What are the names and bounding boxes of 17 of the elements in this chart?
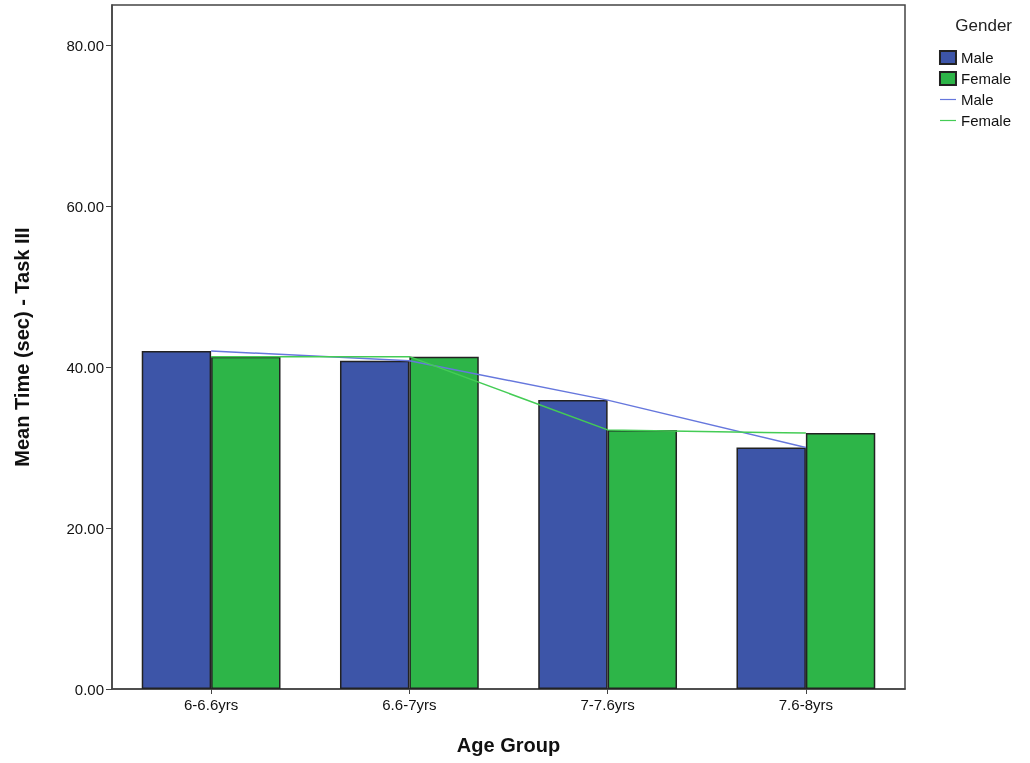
line-series (210, 350, 807, 449)
x-tick-label: 7.6-8yrs (778, 696, 833, 713)
y-tick-label: 20.00 (66, 519, 104, 537)
y-tick-label: 80.00 (66, 36, 104, 54)
y-tick-label: 0.00 (74, 680, 104, 698)
y-axis-title: Mean Time (sec) - Task III (11, 227, 33, 467)
x-tick-label: 6-6.6yrs (184, 696, 239, 713)
legend-label: Male (960, 91, 994, 108)
y-tick-label: 40.00 (66, 358, 104, 376)
legend-label: Female (960, 112, 1012, 129)
legend-label: Male (960, 49, 994, 66)
y-tick-label: 60.00 (66, 197, 104, 215)
x-axis-title: Age Group (456, 734, 561, 756)
legend-label: Female (960, 70, 1012, 87)
x-tick-label: 7-7.6yrs (580, 696, 635, 713)
legend-title: Gender (955, 16, 1013, 35)
x-tick-label: 6.6-7yrs (382, 696, 437, 713)
